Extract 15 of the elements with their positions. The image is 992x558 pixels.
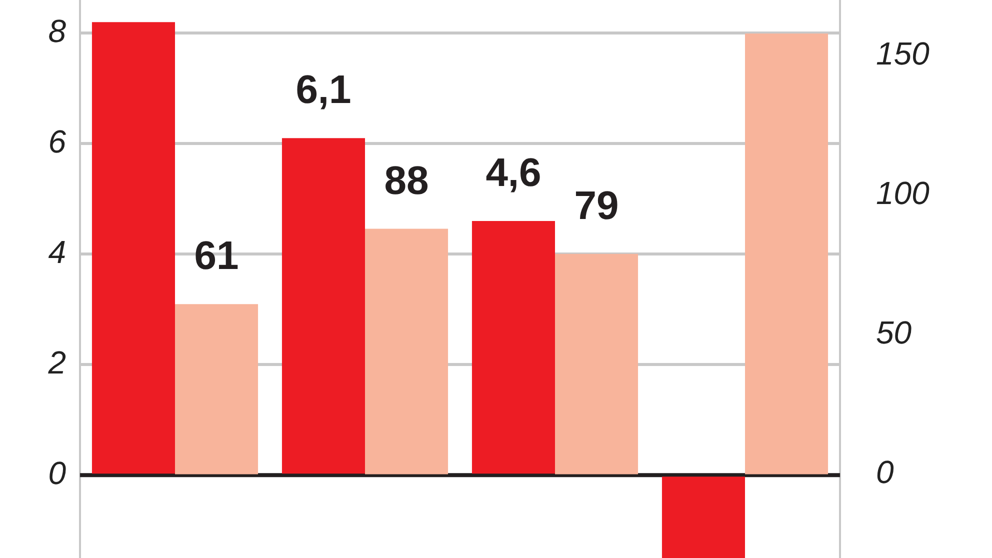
data-label: 6,1: [296, 68, 352, 112]
y-tick-label: 8: [48, 13, 66, 50]
y2-tick-label: 50: [876, 314, 912, 351]
bar: [745, 33, 828, 474]
data-label: 88: [384, 158, 429, 203]
y-tick-label: 4: [48, 234, 66, 270]
y2-tick-label: 100: [876, 175, 930, 212]
y-tick-label: 6: [48, 124, 66, 160]
y2-tick-label: 0: [876, 454, 894, 490]
y2-tick-label: 150: [876, 36, 930, 72]
data-label: 4,6: [486, 151, 542, 196]
data-label: 61: [194, 234, 239, 278]
y-tick-label: 0: [48, 455, 66, 492]
data-label: 79: [574, 184, 619, 228]
y-tick-label: 2: [47, 344, 66, 381]
